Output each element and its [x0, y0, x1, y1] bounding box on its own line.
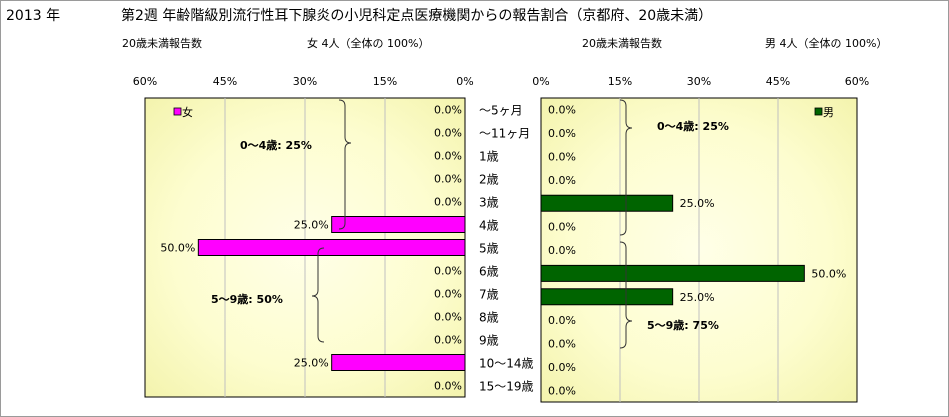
- male-legend-swatch: [814, 107, 823, 116]
- male-bar-7: [540, 264, 805, 282]
- m-xtick-label-0: 0%: [532, 75, 549, 88]
- category-label-2: 1歳: [479, 150, 499, 164]
- f-xtick-label-3: 15%: [373, 75, 397, 88]
- male-bar-4: [540, 194, 674, 212]
- female-bar-6: [197, 239, 466, 256]
- female-data-label-2: 0.0%: [434, 150, 462, 163]
- male-brace-0-4: [619, 99, 633, 236]
- f-xtick-label-4: 0%: [456, 75, 473, 88]
- m-xtick-label-1: 15%: [608, 75, 632, 88]
- female-legend: 女: [173, 105, 193, 119]
- female-brace-0-4: [338, 99, 352, 230]
- male-group-label-5-9: 5～9歳: 75%: [647, 318, 719, 332]
- female-count-value: 女 4人（全体の 100%）: [307, 37, 430, 50]
- m-xtick-label-4: 60%: [845, 75, 869, 88]
- male-data-label-6: 0.0%: [548, 244, 576, 257]
- male-data-label-11: 0.0%: [548, 361, 576, 374]
- female-brace-5-9: [311, 247, 325, 343]
- f-xtick-label-2: 30%: [293, 75, 317, 88]
- female-data-label-4: 0.0%: [434, 196, 462, 209]
- female-data-label-5: 25.0%: [294, 219, 329, 232]
- chart-title: 第2週 年齢階級別流行性耳下腺炎の小児科定点医療機関からの報告割合（京都府、20…: [121, 8, 713, 24]
- category-label-1: ～11ヶ月: [479, 127, 530, 141]
- female-data-label-10: 0.0%: [434, 334, 462, 347]
- category-label-5: 4歳: [479, 219, 499, 233]
- female-group-label-0-4: 0～4歳: 25%: [240, 138, 312, 152]
- female-data-label-0: 0.0%: [434, 104, 462, 117]
- m-xtick-label-3: 45%: [766, 75, 790, 88]
- male-count-label: 20歳未満報告数: [582, 37, 662, 50]
- male-data-label-10: 0.0%: [548, 338, 576, 351]
- female-bar-11: [331, 354, 466, 371]
- male-data-label-5: 0.0%: [548, 221, 576, 234]
- male-bar-8: [540, 288, 674, 306]
- male-data-label-4: 25.0%: [680, 197, 715, 210]
- male-data-label-8: 25.0%: [680, 291, 715, 304]
- category-label-9: 8歳: [479, 311, 499, 325]
- female-data-label-6: 50.0%: [160, 242, 195, 255]
- category-label-4: 3歳: [479, 196, 499, 210]
- f-xtick-label-0: 60%: [133, 75, 157, 88]
- male-brace-5-9: [619, 241, 633, 349]
- male-legend-label: 男: [823, 106, 834, 119]
- male-group-label-0-4: 0～4歳: 25%: [657, 119, 729, 133]
- female-data-label-9: 0.0%: [434, 311, 462, 324]
- male-data-label-9: 0.0%: [548, 314, 576, 327]
- category-label-11: 10～14歳: [479, 357, 534, 371]
- male-data-label-12: 0.0%: [548, 384, 576, 397]
- female-legend-swatch: [173, 107, 182, 116]
- female-data-label-12: 0.0%: [434, 380, 462, 393]
- male-data-label-3: 0.0%: [548, 174, 576, 187]
- female-legend-label: 女: [182, 105, 193, 119]
- female-group-label-5-9: 5～9歳: 50%: [211, 292, 283, 306]
- category-label-12: 15～19歳: [479, 380, 534, 394]
- category-label-3: 2歳: [479, 173, 499, 187]
- female-bar-5: [331, 216, 466, 233]
- male-data-label-1: 0.0%: [548, 127, 576, 140]
- male-data-label-0: 0.0%: [548, 104, 576, 117]
- female-data-label-3: 0.0%: [434, 173, 462, 186]
- category-label-0: ～5ヶ月: [479, 104, 523, 118]
- male-data-label-7: 50.0%: [811, 267, 846, 280]
- male-legend: 男: [814, 106, 834, 119]
- female-data-label-11: 25.0%: [294, 357, 329, 370]
- female-count-label: 20歳未満報告数: [122, 37, 202, 50]
- category-label-8: 7歳: [479, 288, 499, 302]
- f-xtick-label-1: 45%: [213, 75, 237, 88]
- female-data-label-1: 0.0%: [434, 127, 462, 140]
- category-label-10: 9歳: [479, 334, 499, 348]
- m-xtick-label-2: 30%: [687, 75, 711, 88]
- category-label-6: 5歳: [479, 242, 499, 256]
- female-data-label-7: 0.0%: [434, 265, 462, 278]
- male-data-label-2: 0.0%: [548, 150, 576, 163]
- year-label: 2013 年: [6, 8, 61, 24]
- female-data-label-8: 0.0%: [434, 288, 462, 301]
- category-label-7: 6歳: [479, 265, 499, 279]
- male-count-value: 男 4人（全体の 100%）: [765, 37, 888, 50]
